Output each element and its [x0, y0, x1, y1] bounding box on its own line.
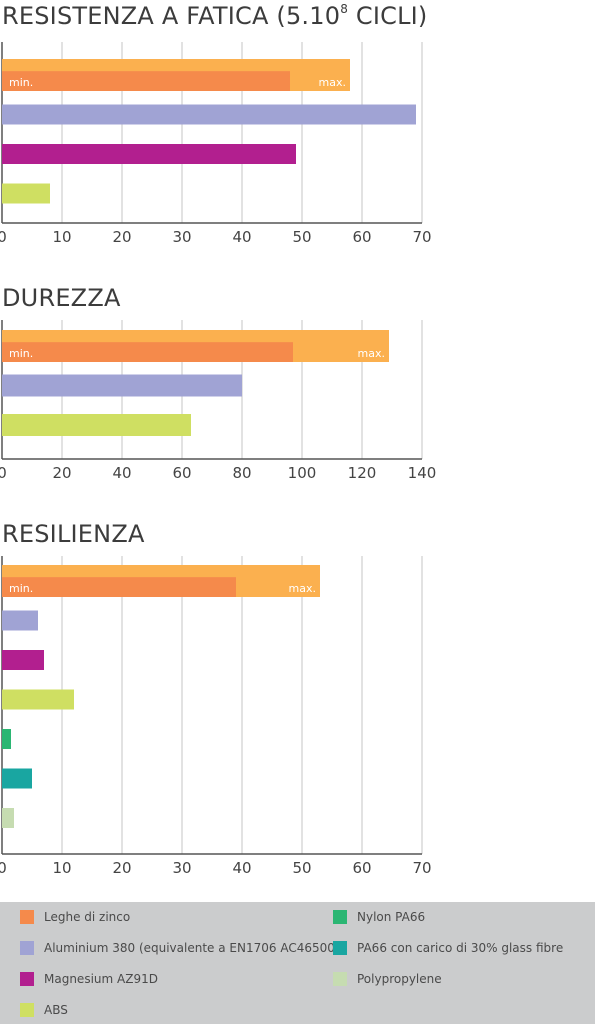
legend-swatch-zinc [20, 910, 34, 924]
tick-label: 30 [172, 228, 191, 246]
chart-title-resilience: RESILIENZA [2, 520, 145, 548]
hardness-bar-chart: 0 20 40 60 80 100 120 140 min. max. [0, 320, 437, 482]
bar-leghe-di-zinco-min [2, 577, 236, 597]
chart-title-fatigue-main: RESISTENZA A FATICA (5.10 [2, 2, 341, 30]
tick-label: 30 [172, 859, 191, 877]
legend-swatch-abs [20, 1003, 34, 1017]
tick-label: 20 [112, 228, 131, 246]
tick-label: 0 [0, 464, 7, 482]
tick-label: 10 [52, 228, 71, 246]
bar-min-label: min. [9, 347, 33, 360]
legend-item-magnesium: Magnesium AZ91D [20, 972, 158, 986]
legend-label-nylon: Nylon PA66 [357, 910, 426, 924]
legend-label-aluminium: Aluminium 380 (equivalente a EN1706 AC46… [44, 941, 340, 955]
legend-label-pa66-glass: PA66 con carico di 30% glass fibre [357, 941, 564, 955]
tick-label: 40 [232, 228, 251, 246]
tick-label: 60 [352, 859, 371, 877]
bar-abs [2, 689, 74, 710]
bar-aluminium-380-equivalente-a-en1706-ac46500 [2, 610, 38, 631]
chart-title-fatigue: RESISTENZA A FATICA (5.108 CICLI) [2, 2, 427, 30]
legend-swatch-magnesium [20, 972, 34, 986]
bar-aluminium-380-equivalente-a-en1706-ac46500 [2, 374, 242, 397]
chart-title-hardness: DUREZZA [2, 284, 121, 312]
tick-label: 0 [0, 859, 7, 877]
legend: Leghe di zinco Aluminium 380 (equivalent… [0, 902, 595, 1024]
tick-label: 20 [112, 859, 131, 877]
legend-item-zinc: Leghe di zinco [20, 910, 130, 924]
tick-label: 50 [292, 228, 311, 246]
bar-max-label: max. [319, 76, 346, 89]
legend-item-pa66-glass: PA66 con carico di 30% glass fibre [333, 941, 563, 955]
chart-title-fatigue-end: CICLI) [348, 2, 428, 30]
bar-magnesium-az91d [2, 650, 44, 670]
tick-label: 70 [412, 859, 431, 877]
bar-max-label: max. [289, 582, 316, 595]
legend-item-abs: ABS [20, 1003, 68, 1017]
chart-title-fatigue-exponent: 8 [340, 2, 349, 16]
bar-abs [2, 414, 191, 436]
legend-label-zinc: Leghe di zinco [44, 910, 131, 924]
tick-label: 80 [232, 464, 251, 482]
legend-label-abs: ABS [44, 1003, 68, 1017]
chart-title-resilience-main: RESILIENZA [2, 520, 145, 548]
tick-label: 120 [348, 464, 377, 482]
legend-item-aluminium: Aluminium 380 (equivalente a EN1706 AC46… [20, 941, 340, 955]
bar-leghe-di-zinco-min [2, 71, 290, 91]
bar-leghe-di-zinco-min [2, 342, 293, 362]
tick-label: 60 [172, 464, 191, 482]
legend-swatch-pa66-glass [333, 941, 347, 955]
tick-label: 40 [112, 464, 131, 482]
tick-label: 60 [352, 228, 371, 246]
tick-label: 0 [0, 228, 7, 246]
bar-polypropylene [2, 808, 14, 828]
legend-item-polypropylene: Polypropylene [333, 972, 442, 986]
tick-label: 70 [412, 228, 431, 246]
bar-min-label: min. [9, 76, 33, 89]
legend-swatch-nylon [333, 910, 347, 924]
tick-label: 140 [408, 464, 437, 482]
fatigue-bar-chart: 0 10 20 30 40 50 60 70 min. max. [0, 42, 432, 246]
bar-magnesium-az91d [2, 144, 296, 164]
resilience-bar-chart: 0 10 20 30 40 50 60 70 min. max. [0, 556, 432, 877]
bar-max-label: max. [358, 347, 385, 360]
legend-label-magnesium: Magnesium AZ91D [44, 972, 158, 986]
tick-label: 10 [52, 859, 71, 877]
tick-label: 50 [292, 859, 311, 877]
tick-label: 40 [232, 859, 251, 877]
bar-nylon-pa66 [2, 729, 11, 749]
bar-aluminium-380-equivalente-a-en1706-ac46500 [2, 104, 416, 125]
bar-abs [2, 183, 50, 204]
chart-title-hardness-main: DUREZZA [2, 284, 121, 312]
bar-pa66-con-carico-di-30-glass-fibre [2, 768, 32, 789]
bar-min-label: min. [9, 582, 33, 595]
legend-item-nylon: Nylon PA66 [333, 910, 425, 924]
legend-swatch-aluminium [20, 941, 34, 955]
tick-label: 20 [52, 464, 71, 482]
legend-label-polypropylene: Polypropylene [357, 972, 442, 986]
legend-swatch-polypropylene [333, 972, 347, 986]
tick-label: 100 [288, 464, 317, 482]
